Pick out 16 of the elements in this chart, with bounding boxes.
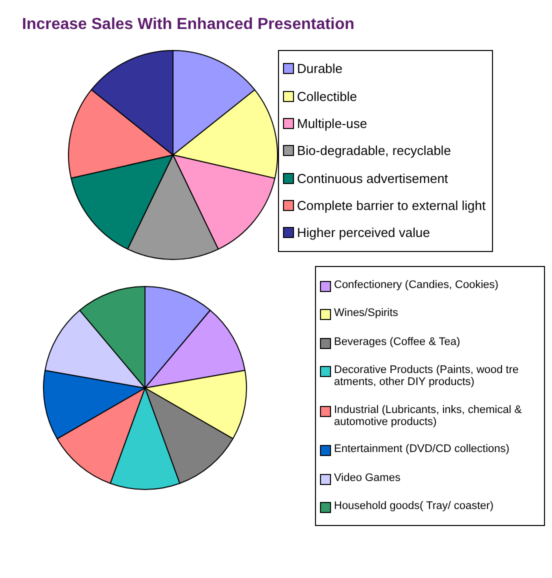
legend-label: Multiple-use <box>297 116 368 131</box>
legend-label: Confectionery (Candies, Cookies) <box>334 278 498 291</box>
legend-label: Bio-degradable, recyclable <box>297 143 451 158</box>
legend-label: Collectible <box>297 88 357 104</box>
legend-label: Industrial (Lubricants, inks, chemical & automotive products) <box>334 404 523 428</box>
legend-label: Complete barrier to external light <box>297 198 486 214</box>
chart-title: Increase Sales With Enhanced Presentation <box>22 16 354 34</box>
legend-label: Continuous advertisement <box>297 170 448 186</box>
legend-label: Beverages (Coffee & Tea) <box>334 336 460 348</box>
legend-label: Household goods( Tray/ coaster) <box>334 500 494 512</box>
legend-label: Durable <box>297 61 343 76</box>
legend-label: Higher perceived value <box>297 225 430 240</box>
legend-label: Wines/Spirits <box>334 307 398 320</box>
legend-label: Decorative Products (Paints, wood tre atments, other DIY products) <box>334 364 520 388</box>
legend-label: Video Games <box>334 472 400 484</box>
legend-label: Entertainment (DVD/CD collections) <box>334 443 510 456</box>
